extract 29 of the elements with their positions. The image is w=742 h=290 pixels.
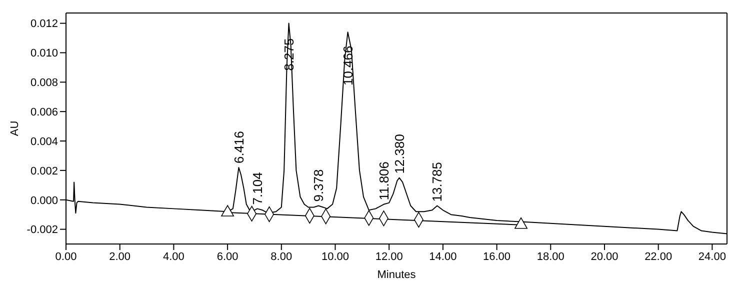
x-tick-label: 16.00 [483,250,511,263]
y-tick-label: 0.012 [30,18,58,30]
x-tick-label: 18.00 [536,250,564,263]
y-axis-title: AU [8,120,21,136]
y-tick-label: 0.004 [30,136,58,148]
annotation: 11.806 [376,161,392,200]
annotation: 6.416 [231,130,246,164]
x-tick-label: 14.00 [429,250,457,263]
x-tick-label: 6.00 [216,250,238,263]
annotation: 7.104 [250,172,265,205]
x-tick-label: 20.00 [590,250,618,263]
y-tick-label: 0.000 [30,194,58,207]
annotation: 9.378 [311,169,326,202]
x-tick-label: 8.00 [270,250,292,263]
annotation: 12.380 [392,134,407,174]
y-tick-label: 0.008 [30,77,58,90]
x-tick-label: 22.00 [644,250,672,263]
x-tick-label: 0.00 [55,250,77,263]
x-tick-label: 4.00 [162,250,184,263]
y-tick-label: 0.002 [30,165,58,178]
x-tick-label: 24.00 [698,250,726,263]
x-tick-label: 12.00 [375,250,403,263]
x-tick-label: 2.00 [109,250,131,263]
x-tick-label: 10.00 [321,250,350,263]
y-tick-label: -0.002 [26,224,58,236]
y-tick-label: 0.010 [30,48,58,60]
annotation: 13.785 [430,162,445,202]
y-tick-label: 0.006 [30,106,58,118]
x-axis-title: Minutes [377,269,416,281]
